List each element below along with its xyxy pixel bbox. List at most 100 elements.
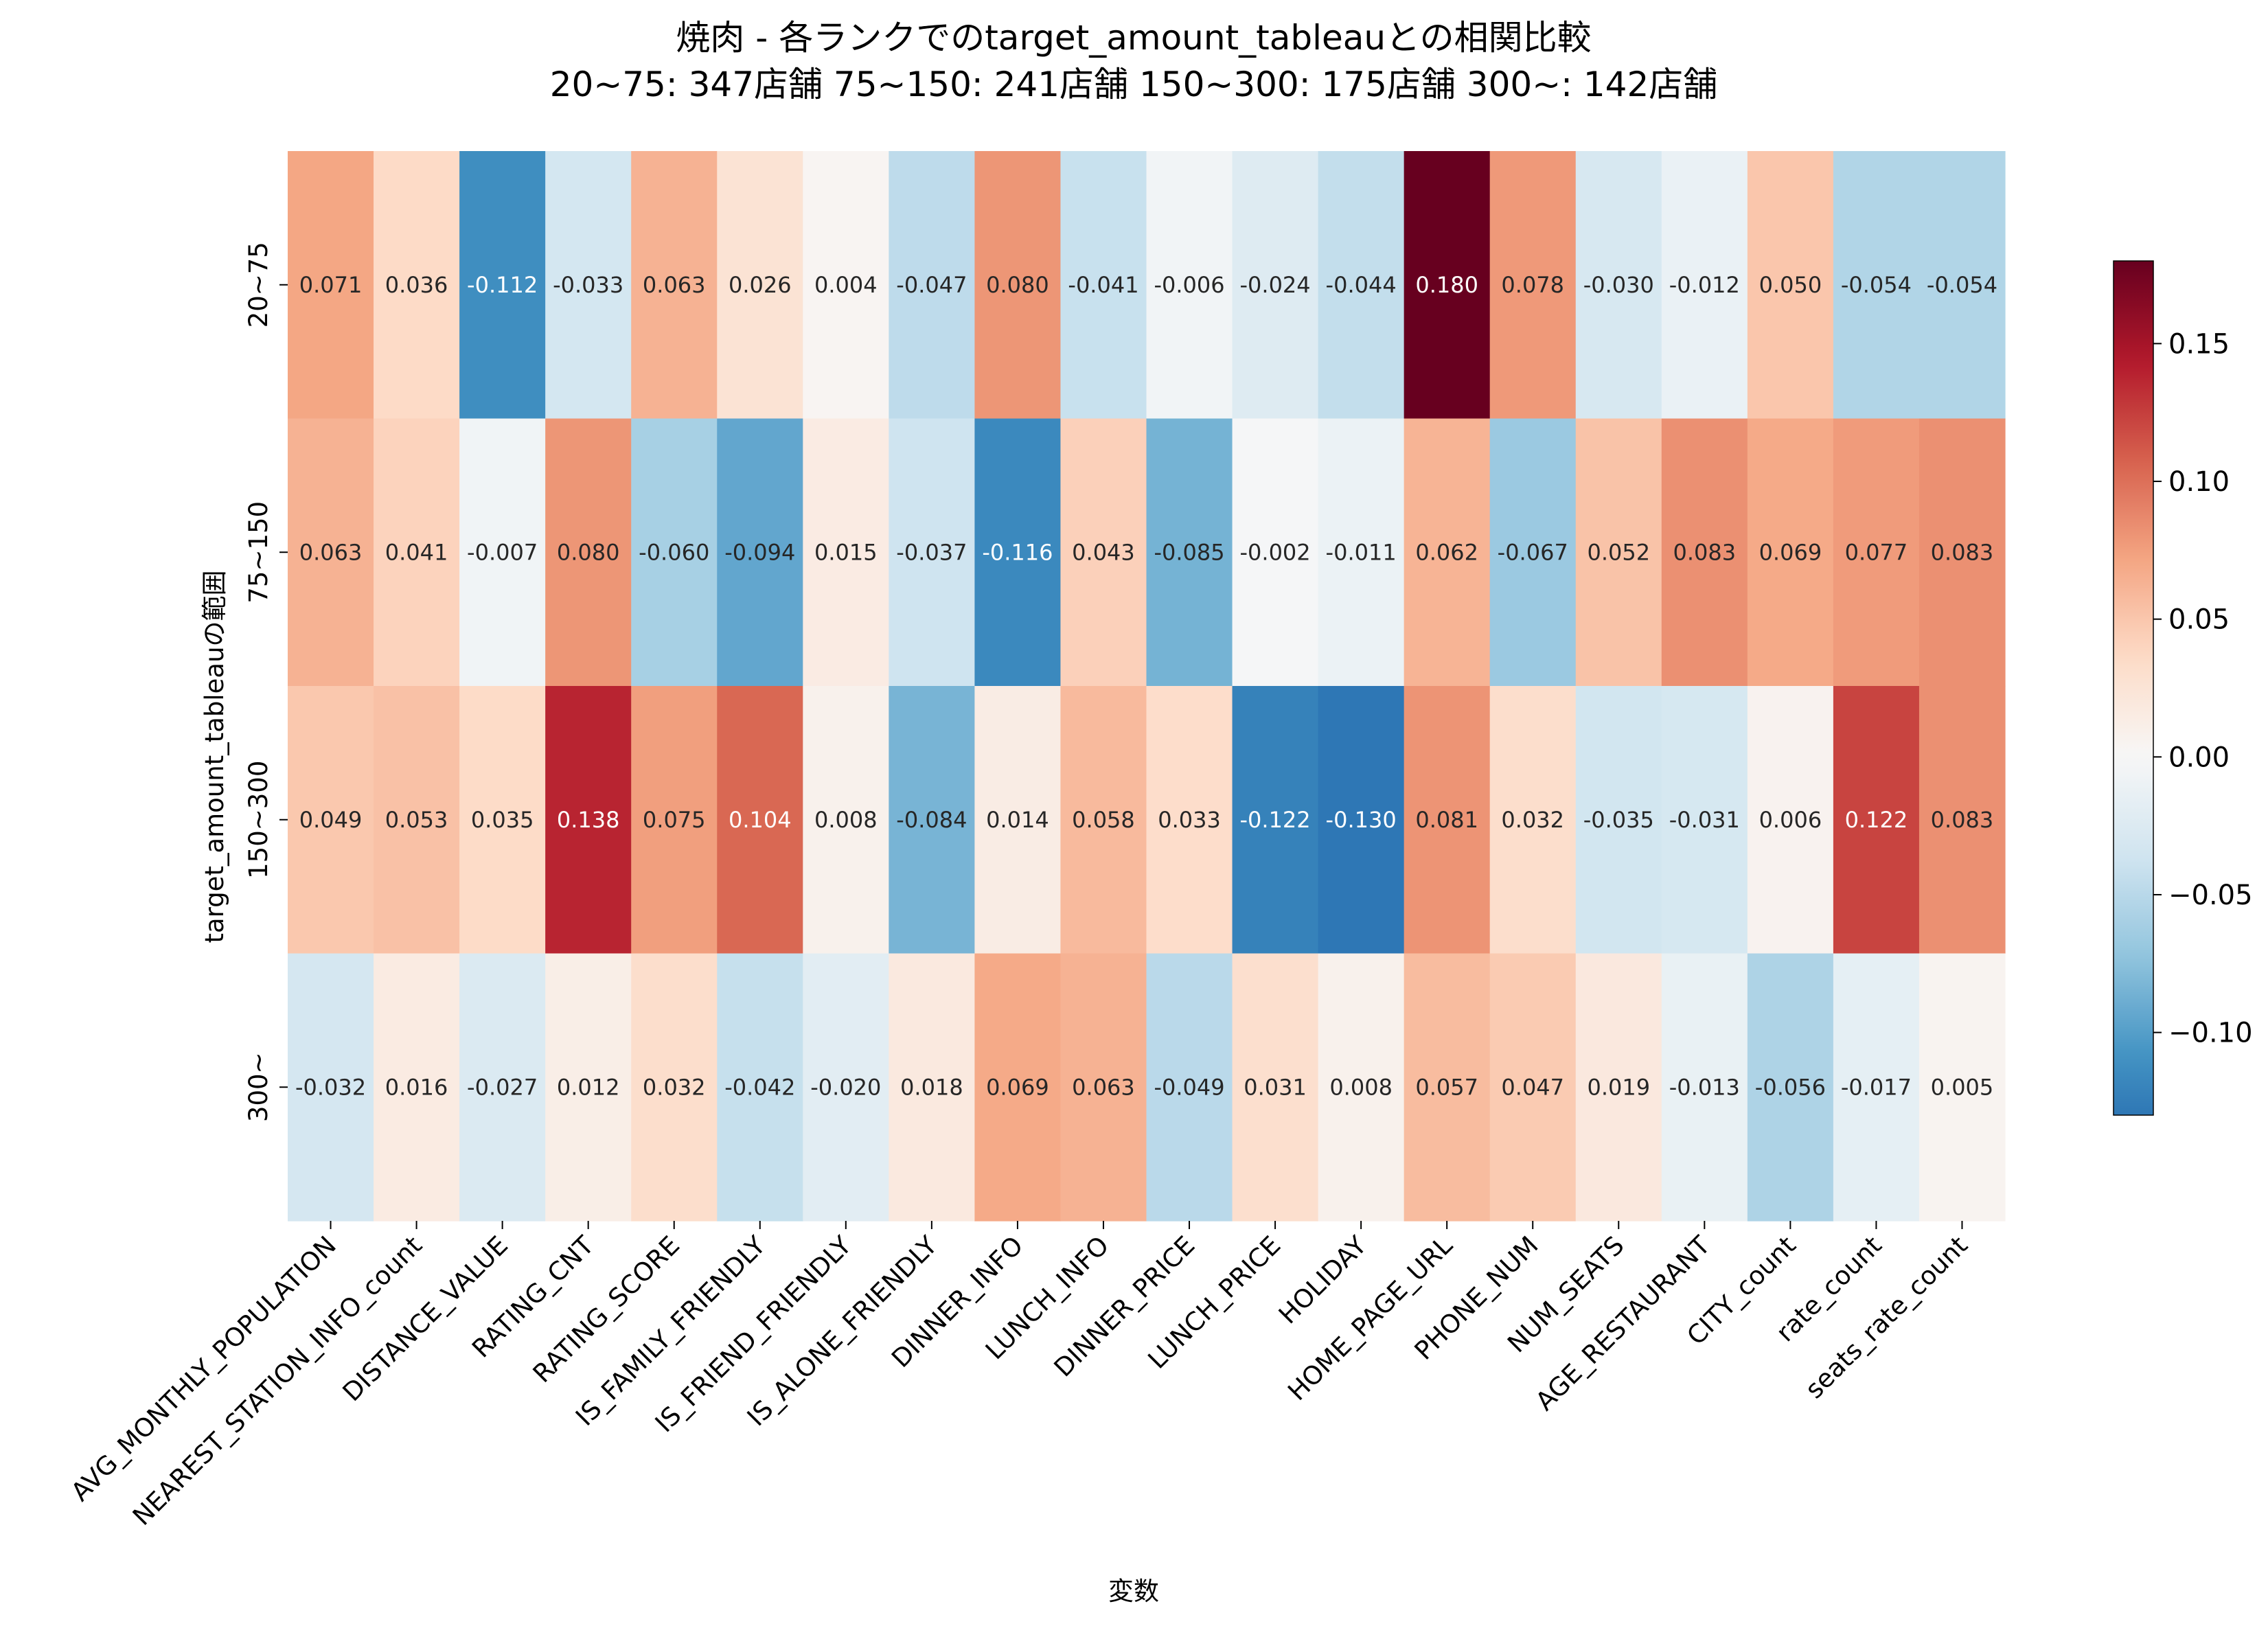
heatmap-cell [288, 151, 374, 420]
heatmap-cell [374, 953, 460, 1222]
y-tick-label: 300~ [244, 1052, 273, 1122]
colorbar-tick-label: −0.05 [2168, 880, 2253, 911]
cell-value-label: 0.077 [1845, 539, 1908, 565]
heatmap-cell [889, 953, 975, 1222]
cell-value-label: 0.049 [299, 807, 363, 833]
cell-value-label: -0.027 [467, 1074, 538, 1100]
heatmap-cell [1575, 686, 1662, 954]
cell-value-label: -0.047 [896, 272, 967, 298]
colorbar-tick-label: 0.00 [2168, 742, 2230, 773]
heatmap-cell [803, 418, 889, 687]
heatmap-cell [803, 151, 889, 420]
colorbar-tick-label: 0.15 [2168, 328, 2230, 360]
heatmap-cell [1489, 418, 1577, 687]
cell-value-label: -0.054 [1927, 272, 1997, 298]
cell-value-label: -0.007 [467, 539, 538, 565]
cell-value-label: -0.054 [1841, 272, 1912, 298]
cell-value-label: 0.012 [557, 1074, 620, 1100]
cell-value-label: 0.016 [385, 1074, 448, 1100]
heatmap-cell [889, 686, 975, 954]
cell-value-label: 0.050 [1759, 272, 1822, 298]
heatmap-cell [288, 686, 374, 954]
cell-value-label: 0.083 [1931, 807, 1994, 833]
heatmap-cell [1318, 953, 1405, 1222]
heatmap-cell [1489, 953, 1577, 1222]
heatmap-cell [1060, 953, 1147, 1222]
heatmap-cell [631, 418, 718, 687]
heatmap-cell [1318, 418, 1405, 687]
colorbar-tick-label: 0.05 [2168, 604, 2230, 636]
heatmap-cell [1489, 151, 1577, 420]
heatmap-cell [1661, 686, 1748, 954]
cell-value-label: -0.006 [1154, 272, 1224, 298]
heatmap-cell [1918, 686, 2006, 954]
cell-value-label: -0.094 [724, 539, 795, 565]
heatmap-cell [545, 953, 632, 1222]
heatmap-cell [717, 151, 803, 420]
heatmap-cell [1833, 953, 1920, 1222]
cell-value-label: 0.053 [385, 807, 448, 833]
heatmap-cell [1575, 151, 1662, 420]
heatmap-cell [459, 953, 546, 1222]
heatmap-cell [374, 418, 460, 687]
cell-value-label: -0.085 [1154, 539, 1224, 565]
heatmap-cell [545, 686, 632, 954]
heatmap-cell [1232, 953, 1319, 1222]
y-tick-label: 150~300 [244, 761, 273, 879]
cell-value-label: -0.041 [1068, 272, 1138, 298]
cell-value-label: 0.080 [557, 539, 620, 565]
heatmap-cell [374, 686, 460, 954]
cell-value-label: 0.006 [1759, 807, 1822, 833]
heatmap-cell [1918, 418, 2006, 687]
cell-value-label: 0.122 [1845, 807, 1908, 833]
cell-value-label: -0.035 [1583, 807, 1654, 833]
cell-value-label: 0.014 [986, 807, 1049, 833]
cell-value-label: 0.063 [299, 539, 363, 565]
cell-value-label: 0.031 [1244, 1074, 1307, 1100]
heatmap-cell [631, 151, 718, 420]
heatmap-cell [974, 686, 1062, 954]
heatmap-cell [1404, 151, 1491, 420]
cell-value-label: -0.060 [639, 539, 709, 565]
heatmap-cell [717, 953, 803, 1222]
cell-value-label: 0.069 [1759, 539, 1822, 565]
cell-value-label: 0.104 [729, 807, 792, 833]
heatmap-cell [1146, 953, 1233, 1222]
cell-value-label: -0.056 [1755, 1074, 1826, 1100]
cell-value-label: 0.026 [729, 272, 792, 298]
y-axis-ticks: 20~75 75~150 150~300 300~ [244, 242, 288, 1122]
chart-subtitle: 20~75: 347店舗 75~150: 241店舗 150~300: 175店… [550, 65, 1718, 104]
cell-value-label: -0.002 [1239, 539, 1310, 565]
heatmap-cell [1146, 686, 1233, 954]
cell-value-label: -0.020 [810, 1074, 881, 1100]
colorbar: −0.10 −0.05 0.00 0.05 0.10 0.15 [2113, 260, 2253, 1116]
y-axis-label: target_amount_tableauの範囲 [200, 570, 229, 943]
heatmap-cells: 0.071 0.036 -0.112 -0.033 0.063 0.026 0.004 -0.… [288, 151, 2006, 1222]
colorbar-tick-label: 0.10 [2168, 466, 2230, 498]
heatmap-cell [1232, 151, 1319, 420]
y-tick-label: 75~150 [244, 501, 273, 604]
cell-value-label: 0.018 [900, 1074, 963, 1100]
heatmap-cell [545, 151, 632, 420]
heatmap-cell [1146, 151, 1233, 420]
cell-value-label: -0.067 [1498, 539, 1568, 565]
cell-value-label: -0.116 [982, 539, 1053, 565]
heatmap-cell [1404, 418, 1491, 687]
y-tick-label: 20~75 [244, 242, 273, 328]
heatmap-cell [374, 151, 460, 420]
heatmap-cell [1661, 953, 1748, 1222]
chart-title: 焼肉 - 各ランクでのtarget_amount_tableauとの相関比較 [676, 18, 1591, 58]
x-tick-label: seats_rate_count [1800, 1230, 1973, 1404]
cell-value-label: 0.081 [1415, 807, 1478, 833]
heatmap-cell [1232, 686, 1319, 954]
cell-value-label: 0.041 [385, 539, 448, 565]
x-tick-label: RATING_SCORE [527, 1230, 685, 1388]
heatmap-cell [1747, 418, 1834, 687]
cell-value-label: 0.033 [1158, 807, 1221, 833]
cell-value-label: 0.052 [1587, 539, 1650, 565]
heatmap-cell [889, 418, 975, 687]
cell-value-label: 0.083 [1931, 539, 1994, 565]
cell-value-label: -0.112 [467, 272, 538, 298]
heatmap-cell [1747, 686, 1834, 954]
cell-value-label: -0.011 [1326, 539, 1397, 565]
